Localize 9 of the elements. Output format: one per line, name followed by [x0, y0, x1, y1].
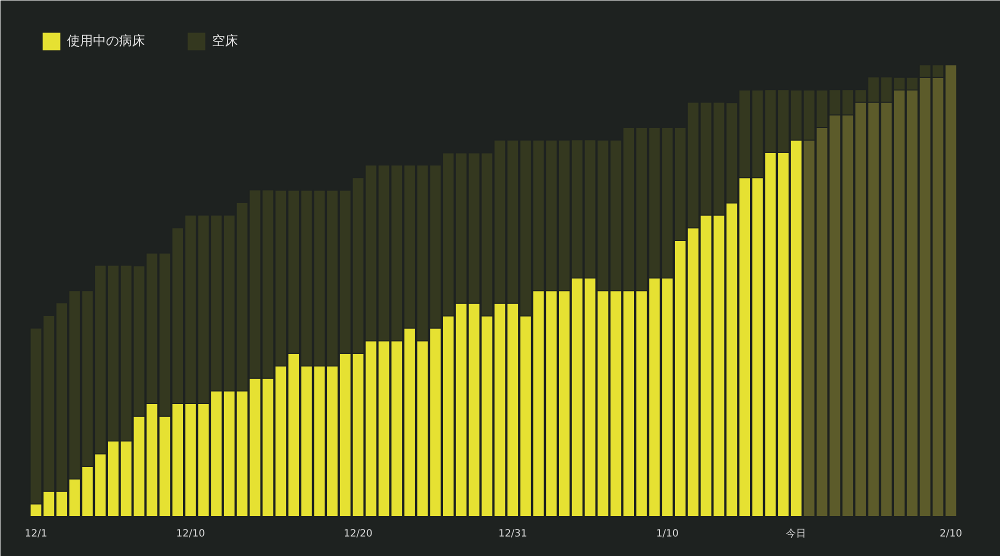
x-tick-label: 2/10: [940, 528, 962, 540]
x-tick-label: 今日: [786, 528, 806, 540]
legend-label: 使用中の病床: [67, 33, 145, 50]
legend-label: 空床: [212, 33, 238, 50]
x-tick-label: 12/10: [176, 528, 206, 540]
x-tick-label: 12/31: [498, 528, 528, 540]
x-tick-label: 1/10: [656, 528, 679, 540]
x-tick-label: 12/20: [344, 528, 373, 540]
x-tick-label: 12/1: [24, 528, 48, 540]
